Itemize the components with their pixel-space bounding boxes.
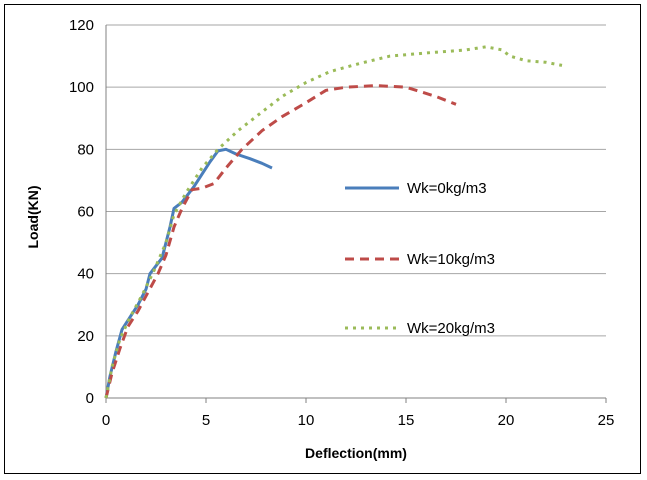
chart-frame: 0 20 40 60 80 100 120 0 5 10 15 20 25 Wk=0kg/m3 Wk=10…	[4, 4, 641, 474]
x-tick-label: 25	[598, 412, 615, 429]
series-lines	[104, 45, 563, 399]
x-tick-label: 5	[202, 412, 210, 429]
legend-label: Wk=0kg/m3	[407, 180, 487, 197]
y-axis-title: Load(KN)	[25, 186, 41, 249]
axes: 0 20 40 60 80 100 120 0 5 10 15 20 25	[69, 17, 614, 429]
x-axis-title: Deflection(mm)	[305, 445, 407, 461]
x-tick-label: 20	[498, 412, 515, 429]
legend-label: Wk=20kg/m3	[407, 320, 495, 337]
legend-label: Wk=10kg/m3	[407, 251, 495, 268]
gridlines	[106, 24, 606, 337]
legend: Wk=0kg/m3 Wk=10kg/m3 Wk=20kg/m3	[345, 180, 495, 337]
series-line-wk-10	[104, 84, 457, 399]
x-tick-label: 15	[398, 412, 415, 429]
y-tick-label: 0	[86, 390, 94, 407]
y-tick-label: 60	[77, 204, 94, 221]
x-tick-label: 0	[102, 412, 110, 429]
line-chart: 0 20 40 60 80 100 120 0 5 10 15 20 25 Wk=0kg/m3 Wk=10…	[25, 17, 614, 461]
y-tick-label: 20	[77, 328, 94, 345]
y-tick-label: 80	[77, 141, 94, 158]
y-tick-label: 100	[69, 79, 94, 96]
y-tick-label: 120	[69, 17, 94, 34]
x-tick-label: 10	[298, 412, 315, 429]
y-tick-label: 40	[77, 266, 94, 283]
series-line-wk-20	[104, 45, 563, 399]
